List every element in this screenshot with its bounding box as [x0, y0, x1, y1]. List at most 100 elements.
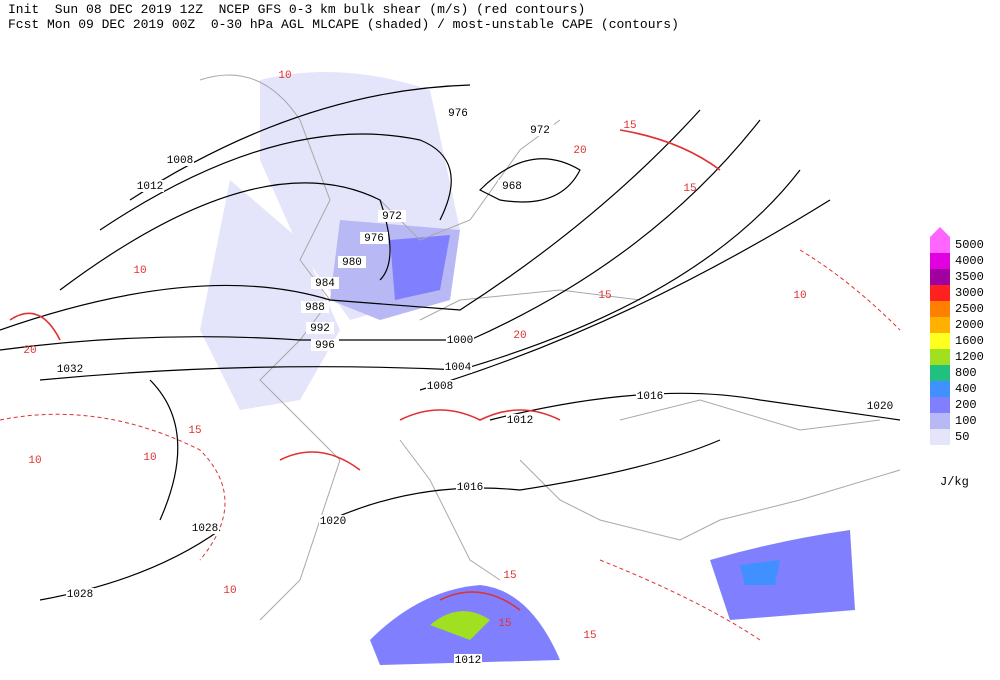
label-bg — [338, 256, 366, 268]
header-line: Fcst Mon 09 DEC 2019 00Z 0-30 hPa AGL ML… — [8, 17, 679, 32]
colorbar-label: 2500 — [955, 302, 984, 316]
shear-contour — [9, 129, 721, 611]
shear-label: 15 — [188, 425, 201, 437]
shear-label: 10 — [143, 452, 156, 464]
label-bg — [191, 522, 219, 534]
shear-label: 10 — [223, 585, 236, 597]
isobar-label: 968 — [502, 181, 522, 193]
isobar-label: 976 — [448, 108, 468, 120]
shear-label: 15 — [503, 570, 516, 582]
isobar-label: 1016 — [457, 482, 483, 494]
coastline — [199, 74, 901, 621]
isobar-label: 1016 — [637, 391, 663, 403]
colorbar-label: 5000 — [955, 238, 984, 252]
isobar-label: 1012 — [455, 655, 481, 667]
shear-label: 10 — [793, 290, 806, 302]
colorbar-arrow — [930, 227, 950, 237]
isobar-label: 1012 — [137, 181, 163, 193]
label-bg — [319, 515, 347, 527]
label-bg — [454, 654, 482, 666]
colorbar-label: 1200 — [955, 350, 984, 364]
colorbar-swatch — [930, 429, 950, 445]
label-bg — [446, 334, 474, 346]
label-bg — [444, 361, 472, 373]
label-bg — [311, 277, 339, 289]
cape-shading — [200, 180, 340, 410]
colorbar-label: 800 — [955, 366, 977, 380]
isobar-label: 996 — [315, 340, 335, 352]
cape-shading — [430, 611, 490, 640]
colorbar-swatch — [930, 285, 950, 301]
cape-shading — [710, 530, 855, 620]
cape-shading — [390, 235, 450, 300]
isobar-label: 1032 — [57, 364, 83, 376]
isobar-label: 1008 — [167, 155, 193, 167]
label-bg — [306, 322, 334, 334]
colorbar-swatch — [930, 365, 950, 381]
shear-label: 15 — [583, 630, 596, 642]
isobar-label: 992 — [310, 323, 330, 335]
colorbar-label: 4000 — [955, 254, 984, 268]
shear-label: 10 — [133, 265, 146, 277]
colorbar-swatch — [930, 237, 950, 253]
isobar-label: 988 — [305, 302, 325, 314]
label-bg — [301, 301, 329, 313]
shear-label: 15 — [598, 290, 611, 302]
colorbar-swatch — [930, 269, 950, 285]
label-bg — [866, 400, 894, 412]
colorbar-label: 100 — [955, 414, 977, 428]
isobar-label: 972 — [530, 125, 550, 137]
colorbar-label: 400 — [955, 382, 977, 396]
isobar-label: 980 — [342, 257, 362, 269]
header-line: Init Sun 08 DEC 2019 12Z NCEP GFS 0-3 km… — [8, 2, 585, 17]
isobar-label: 1008 — [427, 381, 453, 393]
isobar-label: 1000 — [447, 335, 473, 347]
isobar-label: 1004 — [445, 362, 472, 374]
label-bg — [166, 154, 194, 166]
colorbar-swatch — [930, 349, 950, 365]
label-bg — [444, 107, 472, 119]
label-bg — [360, 232, 388, 244]
colorbar-swatch — [930, 381, 950, 397]
colorbar-swatch — [930, 253, 950, 269]
isobar-label: 1012 — [507, 415, 533, 427]
label-bg — [66, 588, 94, 600]
label-bg — [136, 180, 164, 192]
shear-label: 10 — [28, 455, 41, 467]
shear-label: 15 — [623, 120, 636, 132]
label-bg — [378, 210, 406, 222]
shear-label: 20 — [513, 330, 526, 342]
isobar-label: 984 — [315, 278, 335, 290]
colorbar-label: 2000 — [955, 318, 984, 332]
label-bg — [426, 380, 454, 392]
shear-label: 15 — [498, 618, 511, 630]
shear-label: 20 — [573, 145, 586, 157]
colorbar-unit: J/kg — [940, 475, 969, 489]
colorbar-swatch — [930, 301, 950, 317]
label-bg — [526, 124, 554, 136]
isobar-label: 1020 — [320, 516, 346, 528]
colorbar-swatch — [930, 413, 950, 429]
map — [0, 39, 910, 670]
colorbar-swatch — [930, 397, 950, 413]
colorbar-label: 200 — [955, 398, 977, 412]
label-bg — [311, 339, 339, 351]
isobar-label: 972 — [382, 211, 402, 223]
colorbar-swatch — [930, 317, 950, 333]
label-bg — [506, 414, 534, 426]
colorbar-label: 3500 — [955, 270, 984, 284]
cape-shading — [740, 560, 780, 585]
label-bg — [636, 390, 664, 402]
colorbar-label: 1600 — [955, 334, 984, 348]
colorbar-swatch — [930, 333, 950, 349]
shear-contour — [0, 249, 901, 641]
isobar-label: 1028 — [192, 523, 218, 535]
label-bg — [456, 481, 484, 493]
shear-label: 20 — [23, 345, 36, 357]
colorbar-label: 3000 — [955, 286, 984, 300]
shear-label: 15 — [683, 183, 696, 195]
colorbar-label: 50 — [955, 430, 969, 444]
isobar-label: 1020 — [867, 401, 893, 413]
isobar-label: 976 — [364, 233, 384, 245]
